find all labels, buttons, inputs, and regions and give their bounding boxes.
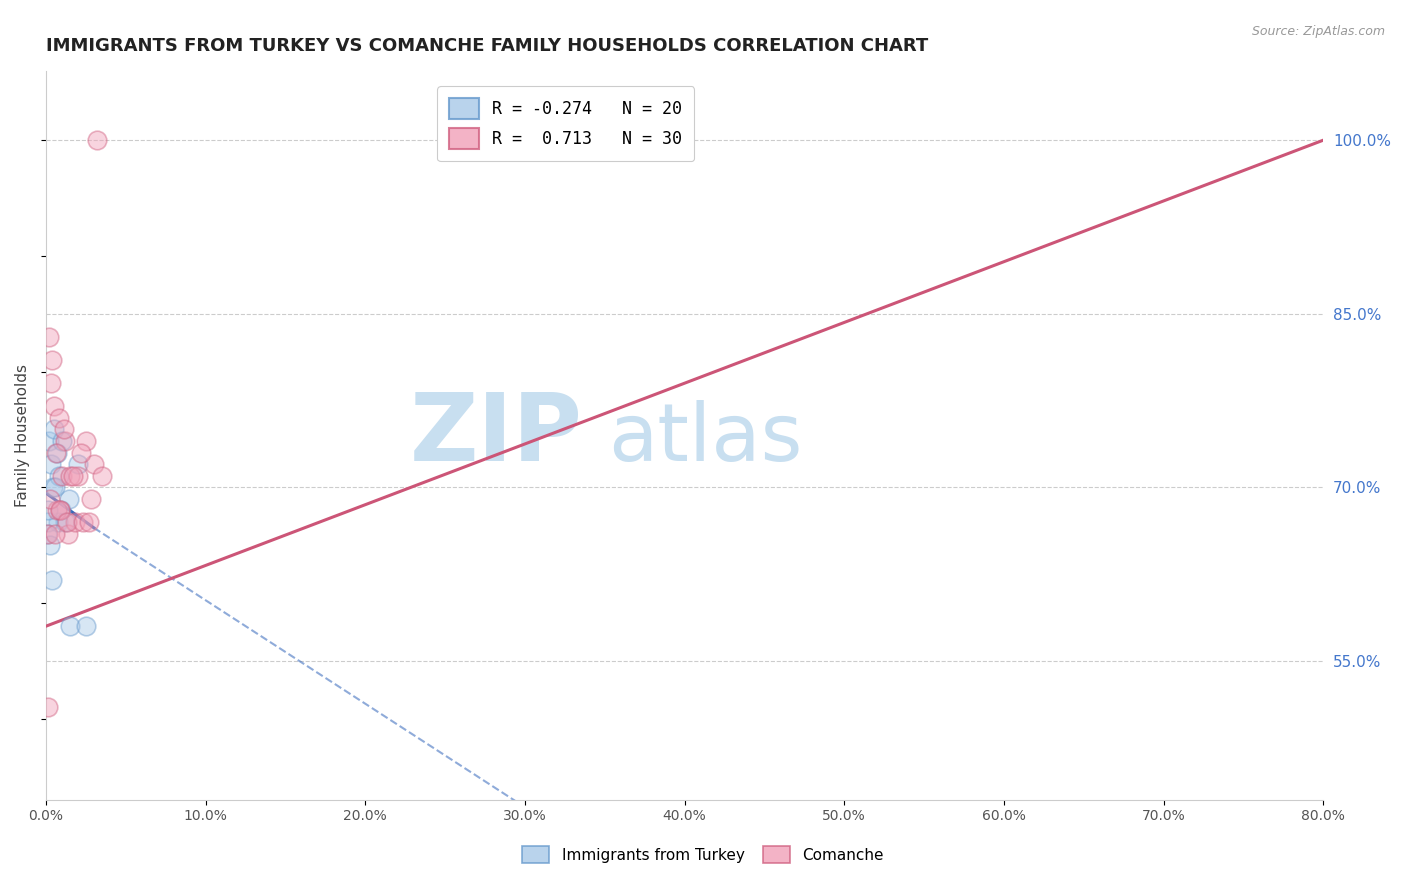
Point [37,515,59,529]
Point [48,410,70,425]
Point [39,457,62,471]
Point [37,700,59,714]
Point [41,353,63,368]
Point [37,503,59,517]
Point [79,491,101,506]
Point [52,422,75,436]
Point [77,515,100,529]
Point [37,526,59,541]
Point [49,503,72,517]
Text: IMMIGRANTS FROM TURKEY VS COMANCHE FAMILY HOUSEHOLDS CORRELATION CHART: IMMIGRANTS FROM TURKEY VS COMANCHE FAMIL… [46,37,928,55]
Point [86,133,108,147]
Point [48,503,70,517]
Point [62,468,84,483]
Point [59,468,82,483]
Text: Source: ZipAtlas.com: Source: ZipAtlas.com [1251,25,1385,38]
Point [72,515,94,529]
Point [51,434,73,448]
Point [42,400,65,414]
Point [42,480,65,494]
Point [63,515,86,529]
Point [46,515,69,529]
Point [90,468,112,483]
Point [70,445,93,459]
Y-axis label: Family Households: Family Households [15,364,30,507]
Point [42,422,65,436]
Point [83,457,105,471]
Point [59,619,82,633]
Point [48,468,70,483]
Point [66,468,89,483]
Point [44,480,66,494]
Point [55,515,77,529]
Point [44,526,66,541]
Point [46,445,69,459]
Legend: Immigrants from Turkey, Comanche: Immigrants from Turkey, Comanche [515,838,891,871]
Point [38,434,60,448]
Text: atlas: atlas [607,400,803,478]
Legend: R = -0.274   N = 20, R =  0.713   N = 30: R = -0.274 N = 20, R = 0.713 N = 30 [437,87,695,161]
Point [66,457,89,471]
Point [58,526,80,541]
Point [41,573,63,587]
Point [75,434,97,448]
Point [38,330,60,344]
Point [39,491,62,506]
Point [45,445,67,459]
Point [75,619,97,633]
Point [51,468,73,483]
Point [58,491,80,506]
Point [49,503,72,517]
Point [39,538,62,552]
Point [46,503,69,517]
Point [37,526,59,541]
Point [39,376,62,391]
Point [53,515,76,529]
Point [53,434,76,448]
Text: ZIP: ZIP [409,389,582,482]
